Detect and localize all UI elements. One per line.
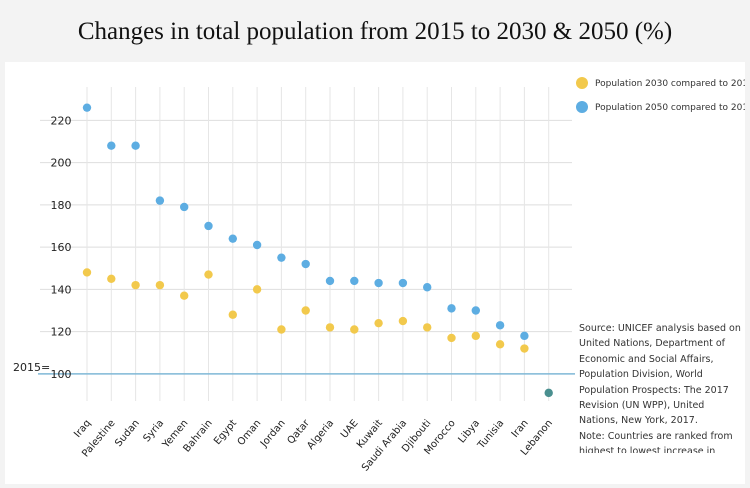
data-point <box>155 280 165 290</box>
data-point <box>374 278 383 288</box>
data-point <box>204 270 213 279</box>
data-point <box>423 283 432 292</box>
data-point <box>82 268 92 277</box>
legend-label: Population 2050 compared to 2015 <box>595 103 745 113</box>
data-point <box>325 276 335 286</box>
slide-title: Changes in total population from 2015 to… <box>77 18 673 45</box>
y-tick-label: 140 <box>51 283 72 296</box>
x-tick-label: Sudan <box>113 418 142 449</box>
data-point <box>301 259 310 269</box>
data-point <box>350 276 359 286</box>
data-point <box>350 325 359 334</box>
data-point <box>447 304 456 313</box>
x-tick-label: Tunisia <box>475 418 506 452</box>
data-points <box>82 103 553 398</box>
data-point <box>495 340 505 349</box>
x-tick-label: Egypt <box>212 418 239 447</box>
y-tick-label: 220 <box>51 114 72 127</box>
data-point <box>520 331 529 341</box>
y-tick-label: 100 <box>51 368 72 381</box>
data-point <box>544 388 553 398</box>
y-tick-label: 160 <box>51 241 72 254</box>
x-tick-label: UAE <box>339 418 361 441</box>
baseline-label: 2015= <box>13 361 50 374</box>
data-point <box>180 291 189 300</box>
legend-marker <box>576 77 588 89</box>
y-axis: 100 120 140 160 180 200 220 <box>51 114 72 381</box>
data-point <box>180 202 189 212</box>
scatter-chart: 2015= 100 120 140 160 180 200 220 IraqPalestin… <box>13 77 745 474</box>
data-point <box>520 344 529 353</box>
y-tick-label: 120 <box>51 326 72 339</box>
y-tick-label: 200 <box>51 157 72 170</box>
data-point <box>228 310 237 319</box>
data-point <box>325 323 335 332</box>
data-point <box>131 280 140 290</box>
data-point <box>301 306 310 315</box>
data-point <box>398 316 408 326</box>
x-tick-label: Jordan <box>258 418 288 450</box>
data-point <box>471 306 480 315</box>
data-point <box>471 331 480 341</box>
data-point <box>204 221 213 231</box>
grid-layer <box>40 87 572 401</box>
source-note: Source: UNICEF analysis based on United … <box>579 323 741 453</box>
data-point <box>277 253 286 262</box>
data-point <box>107 274 116 284</box>
data-point <box>252 285 262 294</box>
data-point <box>82 103 92 112</box>
legend-label: Population 2030 compared to 2015 <box>595 79 745 89</box>
data-point <box>374 318 383 328</box>
data-point <box>252 240 262 250</box>
data-point <box>107 141 116 150</box>
data-point <box>398 278 408 288</box>
y-tick-label: 180 <box>51 199 72 212</box>
data-point <box>423 323 432 332</box>
data-point <box>155 196 165 205</box>
data-point <box>495 321 505 330</box>
x-tick-label: Iran <box>510 418 531 440</box>
x-tick-label: Algeria <box>305 418 336 452</box>
data-point <box>228 234 237 243</box>
x-tick-label: Iraq <box>72 418 93 440</box>
data-point <box>277 325 286 334</box>
data-point <box>447 333 456 343</box>
legend-marker <box>576 101 588 113</box>
legend: Population 2030 compared to 2015 Populati… <box>576 77 745 113</box>
data-point <box>131 141 140 150</box>
baseline-layer: 2015= <box>13 361 575 375</box>
chart-card: 2015= 100 120 140 160 180 200 220 Iraq Palestin… <box>5 62 745 484</box>
